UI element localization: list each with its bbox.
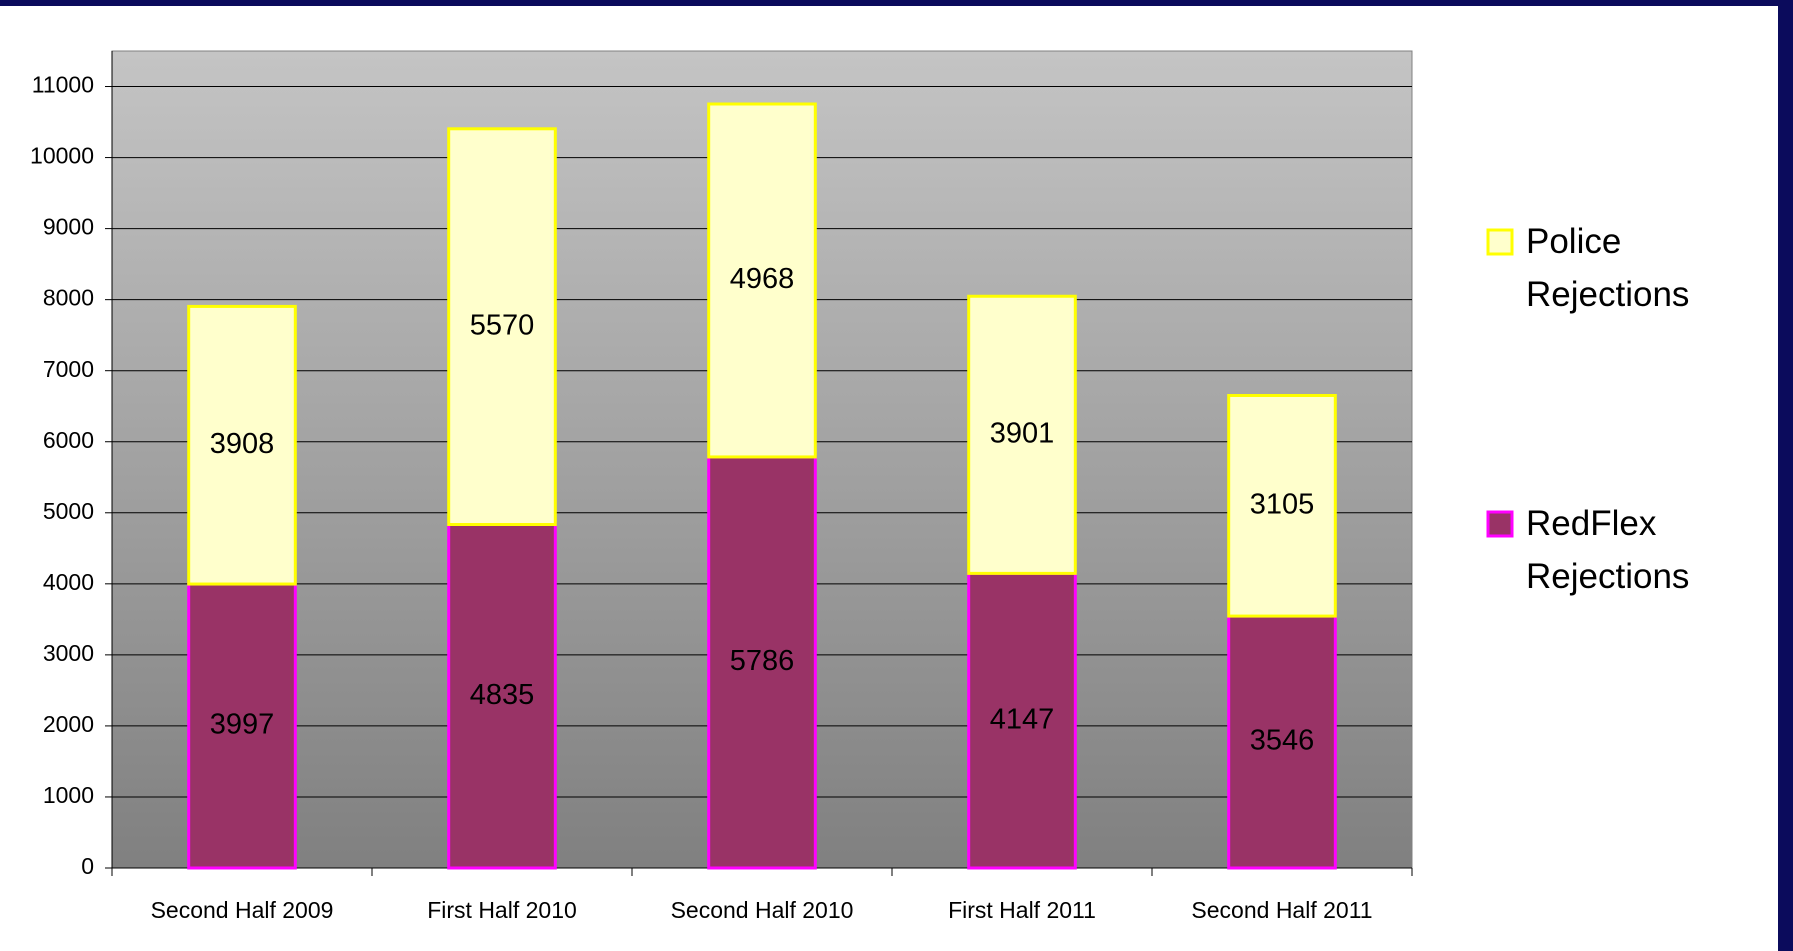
legend-label: RedFlex Rejections [1526,504,1690,596]
y-tick-label: 1000 [43,782,94,808]
x-tick-label: First Half 2011 [948,897,1096,923]
x-tick-label: Second Half 2010 [671,897,854,923]
bar-segment [707,102,817,459]
top-frame [0,0,1793,6]
data-label: 3901 [990,417,1055,449]
y-tick-label: 6000 [43,427,94,453]
legend-swatch [1486,510,1514,538]
bar-segment [187,304,297,586]
bar-segment [187,582,297,870]
y-tick-label: 7000 [43,356,94,382]
y-tick-label: 8000 [43,285,94,311]
y-tick-label: 0 [81,853,94,879]
data-label: 3997 [210,709,275,741]
x-tick-label: Second Half 2009 [151,897,334,923]
data-label: 3105 [1250,488,1315,520]
y-tick-label: 11000 [32,72,94,98]
data-label: 5570 [470,309,535,341]
data-label: 4147 [990,703,1055,735]
bar-segment [1227,614,1337,870]
bar-segment [1227,393,1337,618]
y-tick-label: 10000 [30,143,94,169]
y-tick-label: 9000 [43,214,94,240]
x-tick-label: First Half 2010 [427,897,577,923]
bar-segment [967,571,1077,870]
y-tick-label: 5000 [43,498,94,524]
y-tick-label: 4000 [43,569,94,595]
y-tick-label: 2000 [43,711,94,737]
y-tick-label: 3000 [43,640,94,666]
legend-swatch [1486,228,1514,256]
right-frame [1778,0,1793,951]
bar-segment [447,523,557,870]
bar-segment [447,127,557,527]
bar-segment [967,294,1077,575]
x-tick-label: Second Half 2011 [1191,897,1372,923]
data-label: 4968 [730,263,795,295]
data-label: 4835 [470,679,535,711]
data-label: 5786 [730,645,795,677]
data-label: 3546 [1250,725,1315,757]
data-label: 3908 [210,428,275,460]
legend-label: Police Rejections [1526,222,1690,314]
bar-segment [707,455,817,870]
